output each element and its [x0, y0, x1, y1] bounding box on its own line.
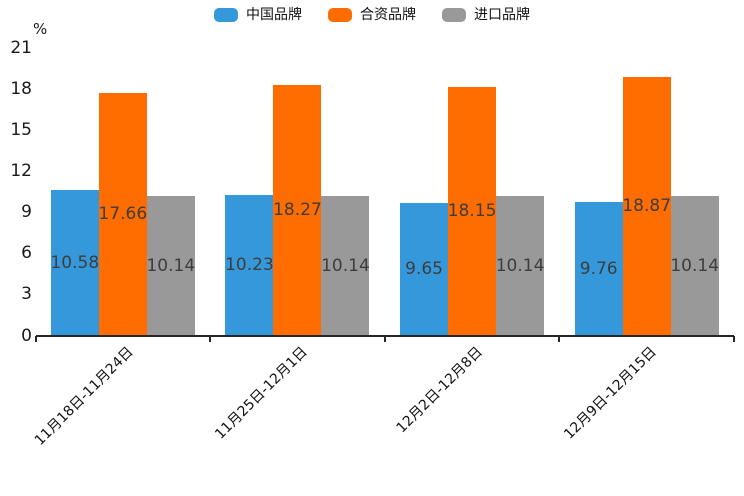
chart-legend: 中国品牌 合资品牌 进口品牌 — [0, 6, 744, 24]
legend-label: 进口品牌 — [474, 7, 530, 23]
bar-series-0-group-2: 9.65 — [400, 203, 449, 336]
bar-series-2-group-3: 10.14 — [670, 196, 719, 336]
legend-swatch-icon — [328, 8, 352, 22]
bar-series-1-group-1: 18.27 — [273, 84, 322, 336]
bar-series-0-group-1: 10.23 — [225, 195, 274, 336]
bar-series-1-group-3: 18.87 — [622, 76, 671, 336]
y-tick-label: 0 — [21, 325, 32, 346]
bar-series-2-group-0: 10.14 — [146, 196, 195, 336]
bar-series-0-group-0: 10.58 — [50, 190, 99, 336]
y-tick-label: 18 — [10, 78, 32, 99]
x-category-label: 11月25日-12月1日 — [212, 343, 311, 443]
bar-value-label: 10.58 — [50, 252, 100, 273]
legend-item-series-1: 合资品牌 — [328, 6, 416, 24]
legend-swatch-icon — [214, 8, 238, 22]
bar-value-label: 18.87 — [622, 196, 672, 217]
y-tick-label: 3 — [21, 284, 32, 305]
x-tick-mark — [209, 335, 212, 342]
bar-value-label: 18.15 — [447, 201, 497, 222]
legend-item-series-2: 进口品牌 — [442, 6, 530, 24]
bar-value-label: 10.14 — [146, 255, 196, 276]
bar-series-0-group-3: 9.76 — [574, 201, 623, 336]
bar-series-2-group-1: 10.14 — [321, 196, 370, 336]
y-tick-label: 15 — [10, 119, 32, 140]
legend-item-series-0: 中国品牌 — [214, 6, 302, 24]
bar-series-1-group-2: 18.15 — [448, 86, 496, 336]
bar-value-label: 9.76 — [579, 258, 618, 279]
bar-value-label: 10.14 — [670, 255, 720, 276]
y-tick-label: 9 — [21, 202, 32, 223]
x-tick-mark — [558, 335, 561, 342]
x-category-label: 12月2日-12月8日 — [393, 343, 486, 436]
x-tick-mark — [34, 335, 37, 342]
bar-value-label: 17.66 — [98, 204, 148, 225]
legend-label: 中国品牌 — [246, 7, 302, 23]
bar-value-label: 18.27 — [273, 200, 322, 221]
x-tick-mark — [383, 335, 386, 342]
x-tick-mark — [733, 335, 735, 342]
bar-series-2-group-2: 10.14 — [496, 196, 544, 336]
legend-label: 合资品牌 — [360, 7, 416, 23]
y-tick-label: 6 — [21, 243, 32, 264]
legend-swatch-icon — [442, 8, 466, 22]
bar-value-label: 10.14 — [495, 255, 545, 276]
y-tick-label: 21 — [10, 37, 32, 58]
bar-value-label: 10.14 — [321, 255, 370, 276]
bar-value-label: 10.23 — [225, 255, 274, 276]
bar-value-label: 9.65 — [405, 259, 443, 280]
y-axis-unit-label: % — [33, 20, 48, 38]
bar-series-1-group-0: 17.66 — [98, 93, 147, 336]
x-category-label: 11月18日-11月24日 — [31, 343, 137, 449]
y-tick-label: 12 — [10, 160, 32, 181]
x-category-label: 12月9日-12月15日 — [561, 343, 661, 443]
